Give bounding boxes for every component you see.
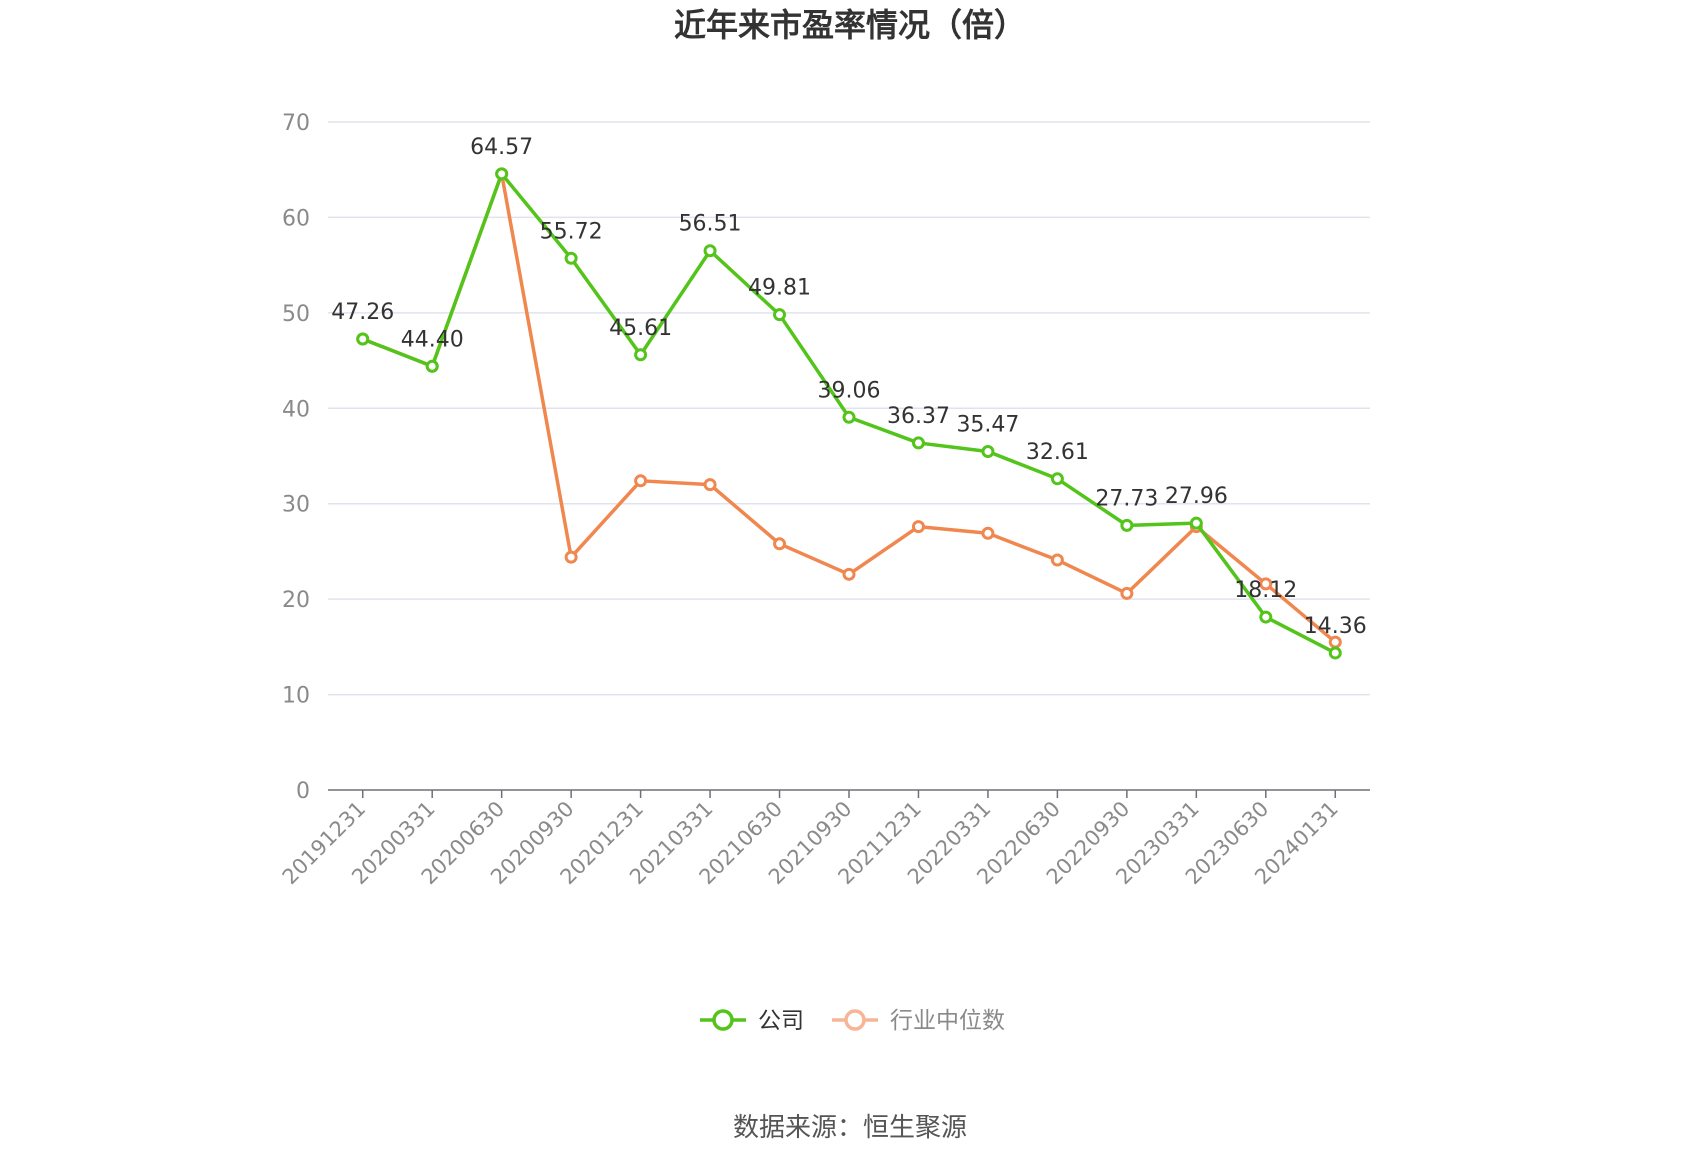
data-label: 47.26 xyxy=(331,300,394,325)
legend-item-company[interactable]: 公司 xyxy=(700,1008,804,1034)
data-point[interactable] xyxy=(911,436,925,450)
data-point[interactable] xyxy=(1259,577,1273,591)
data-point[interactable] xyxy=(1050,472,1064,486)
data-point[interactable] xyxy=(703,478,717,492)
data-label: 27.96 xyxy=(1165,484,1228,509)
data-point[interactable] xyxy=(842,410,856,424)
data-point[interactable] xyxy=(1120,586,1134,600)
y-tick-label: 50 xyxy=(282,302,310,327)
data-label: 14.36 xyxy=(1304,614,1367,639)
data-point[interactable] xyxy=(634,474,648,488)
data-label: 44.40 xyxy=(401,327,464,352)
x-axis: 2019123120200331202006302020093020201231… xyxy=(278,789,1370,889)
legend-label: 行业中位数 xyxy=(890,1008,1005,1034)
y-tick-label: 30 xyxy=(282,493,310,518)
data-point[interactable] xyxy=(425,359,439,373)
series-group xyxy=(356,167,1342,660)
y-tick-label: 70 xyxy=(282,111,310,136)
data-point[interactable] xyxy=(1328,646,1342,660)
legend-marker-icon xyxy=(844,1009,866,1031)
data-point[interactable] xyxy=(495,167,509,181)
data-label: 45.61 xyxy=(609,316,672,341)
y-tick-label: 40 xyxy=(282,397,310,422)
data-point[interactable] xyxy=(1050,553,1064,567)
data-label: 18.12 xyxy=(1234,578,1297,603)
data-point[interactable] xyxy=(356,332,370,346)
data-label: 64.57 xyxy=(470,135,533,160)
data-label: 36.37 xyxy=(887,404,950,429)
data-label: 27.73 xyxy=(1095,486,1158,511)
data-label: 55.72 xyxy=(540,219,603,244)
data-point[interactable] xyxy=(981,526,995,540)
y-tick-label: 60 xyxy=(282,206,310,231)
data-point[interactable] xyxy=(773,308,787,322)
y-axis: 0 10 20 30 40 50 60 70 xyxy=(282,111,310,804)
legend-item-industry-median[interactable]: 行业中位数 xyxy=(832,1008,1005,1034)
data-label: 32.61 xyxy=(1026,440,1089,465)
data-labels: 47.26 44.40 64.57 55.72 45.61 56.51 49.81 39.06… xyxy=(331,135,1367,639)
legend[interactable]: 公司 行业中位数 xyxy=(700,1008,1005,1034)
data-point[interactable] xyxy=(1189,516,1203,530)
chart-title: 近年来市盈率情况（倍） xyxy=(674,6,1026,44)
y-tick-label: 0 xyxy=(296,779,310,804)
data-point[interactable] xyxy=(773,537,787,551)
data-point[interactable] xyxy=(564,251,578,265)
data-point[interactable] xyxy=(703,244,717,258)
data-point[interactable] xyxy=(981,445,995,459)
data-point[interactable] xyxy=(564,550,578,564)
grid-lines xyxy=(328,121,1370,696)
source-note: 数据来源：恒生聚源 xyxy=(733,1113,967,1143)
data-label: 39.06 xyxy=(818,378,881,403)
data-label: 35.47 xyxy=(956,413,1019,438)
legend-label: 公司 xyxy=(758,1008,804,1034)
data-point[interactable] xyxy=(1120,518,1134,532)
data-point[interactable] xyxy=(1259,610,1273,624)
data-point[interactable] xyxy=(842,567,856,581)
y-tick-label: 20 xyxy=(282,588,310,613)
series-company xyxy=(356,167,1342,660)
y-tick-label: 10 xyxy=(282,684,310,709)
data-point[interactable] xyxy=(634,348,648,362)
data-label: 56.51 xyxy=(679,212,742,237)
legend-marker-icon xyxy=(712,1009,734,1031)
data-point[interactable] xyxy=(911,520,925,534)
data-label: 49.81 xyxy=(748,276,811,301)
